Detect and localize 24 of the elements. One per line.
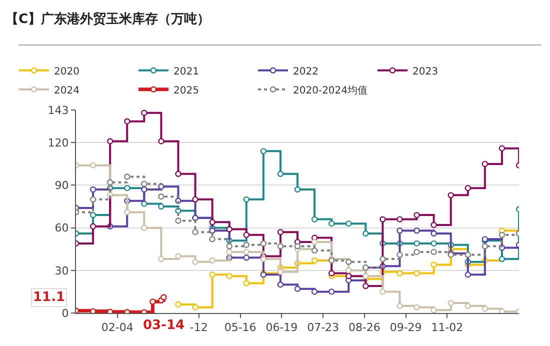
legend-label: 2020-2024均值 <box>293 84 368 96</box>
legend-label: 2021 <box>173 66 199 78</box>
y-tick-label: 143 <box>48 104 69 117</box>
text: 03-14 <box>143 318 185 333</box>
x-tick-label: 07-23 <box>307 321 340 334</box>
x-tick-label: 06-19 <box>266 321 298 334</box>
x-tick-label: 08-26 <box>348 321 380 334</box>
legend-label: 2023 <box>412 66 438 78</box>
legend-label: 2022 <box>293 66 318 78</box>
chart-title: 【C】广东港外贸玉米库存（万吨） <box>6 10 210 27</box>
y-tick-label: 0 <box>62 306 69 320</box>
y-tick-label: 120 <box>48 136 69 150</box>
x-tick-label: 09-29 <box>390 321 422 334</box>
y-tick-label: 60 <box>54 222 69 235</box>
legend-label: 2020 <box>54 66 80 78</box>
x-tick-label: 05-16 <box>224 321 256 334</box>
x-tick-label: -12 <box>190 321 208 334</box>
legend-label: 2025 <box>173 85 199 96</box>
x-tick-label: 02-04 <box>101 321 134 334</box>
y-tick-label: 30 <box>54 264 69 278</box>
legend-label: 2024 <box>54 85 80 96</box>
x-tick-label: 11-02 <box>431 321 464 334</box>
y-tick-label: 90 <box>54 179 69 192</box>
text: 11.1 <box>33 290 66 305</box>
